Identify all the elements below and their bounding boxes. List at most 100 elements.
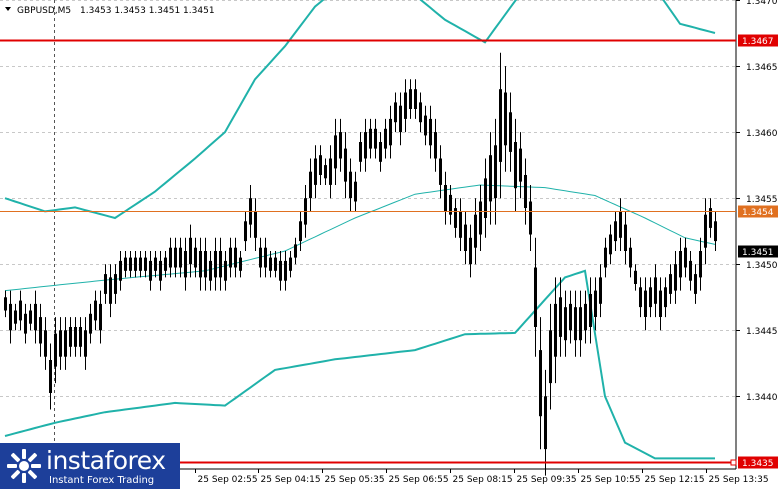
candle-body	[84, 330, 87, 357]
candle-body	[104, 274, 107, 294]
price-label-box	[738, 456, 778, 469]
candle-body	[314, 158, 317, 185]
candle-body	[64, 330, 67, 357]
price-tick-label: 1.3455	[746, 195, 778, 205]
candle-body	[14, 310, 17, 324]
candle-body	[499, 89, 502, 162]
candle-body	[119, 260, 122, 281]
candle-body	[649, 287, 652, 308]
moving-average-line	[4, 184, 716, 292]
candle-body	[699, 251, 702, 278]
candle-body	[504, 92, 507, 146]
candle-body	[449, 194, 452, 215]
candle-body	[189, 237, 192, 265]
candle-body	[634, 270, 637, 284]
bollinger-lower-band	[4, 269, 715, 460]
candle-body	[689, 260, 692, 281]
ohlc-label: 1.3453 1.3453 1.3451 1.3451	[80, 6, 215, 16]
candle-body	[19, 300, 22, 321]
candle-body	[319, 155, 322, 175]
candle-body	[234, 247, 237, 268]
candle-body	[599, 277, 602, 304]
price-tick-label: 1.3445	[746, 327, 778, 337]
candle-body	[374, 128, 377, 149]
candle-body	[524, 175, 527, 208]
price-tick-label: 1.3440	[746, 393, 778, 403]
symbol-label: GBPUSD,M5	[17, 6, 71, 16]
candle-body	[224, 260, 227, 281]
bollinger-upper-band	[4, 0, 716, 220]
time-tick-label: 25 Sep 08:15	[453, 475, 513, 485]
candle-body	[544, 396, 547, 450]
candle-body	[54, 333, 57, 367]
candle-body	[134, 257, 137, 271]
candle-body	[694, 274, 697, 294]
candle-body	[514, 142, 517, 189]
candle-body	[49, 360, 52, 393]
candle-body	[174, 247, 177, 268]
candle-body	[594, 290, 597, 317]
candle-body	[244, 221, 247, 242]
price-label-box	[738, 34, 778, 47]
candle-body	[549, 330, 552, 384]
candle-body	[564, 307, 567, 341]
candle-body	[324, 165, 327, 179]
candle-body	[489, 155, 492, 202]
level-anchor-handle[interactable]	[730, 459, 737, 466]
candle-body	[309, 171, 312, 199]
candle-body	[184, 251, 187, 278]
time-tick-label: 25 Sep 02:55	[198, 475, 258, 485]
time-tick-label: 25 Sep 04:15	[261, 475, 321, 485]
price-tick-label: 1.3465	[746, 63, 778, 73]
candle-body	[144, 257, 147, 271]
candle-body	[429, 118, 432, 146]
candle-body	[129, 257, 132, 271]
candle-body	[704, 214, 707, 248]
candle-body	[74, 327, 77, 347]
candle-body	[494, 145, 497, 199]
candle-body	[334, 135, 337, 169]
candle-body	[434, 132, 437, 159]
candle-body	[529, 201, 532, 235]
candle-body	[214, 251, 217, 278]
candle-body	[404, 92, 407, 119]
candle-body	[469, 237, 472, 265]
candle-body	[574, 307, 577, 341]
candle-body	[519, 148, 522, 182]
candle-body	[659, 290, 662, 317]
candle-body	[294, 244, 297, 258]
candle-body	[424, 115, 427, 136]
candle-body	[534, 267, 537, 327]
candle-body	[604, 247, 607, 268]
price-label-text: 1.3451	[742, 248, 774, 258]
candle-body	[259, 247, 262, 268]
bollinger-bands	[4, 0, 716, 460]
candle-body	[349, 171, 352, 199]
candle-body	[239, 257, 242, 271]
price-label-text: 1.3435	[742, 459, 774, 469]
candle-body	[79, 327, 82, 347]
price-tick-label: 1.3450	[746, 261, 778, 271]
candle-body	[714, 221, 717, 242]
price-tick-label: 1.3470	[746, 0, 778, 7]
candle-body	[139, 257, 142, 271]
time-tick-label: 25 Sep 12:15	[645, 475, 705, 485]
candle-body	[24, 313, 27, 334]
candle-body	[114, 274, 117, 294]
candle-body	[464, 224, 467, 251]
candle-body	[579, 307, 582, 341]
candle-body	[439, 158, 442, 185]
candle-body	[339, 132, 342, 159]
candle-body	[454, 208, 457, 228]
instaforex-logo: instaforex Instant Forex Trading	[0, 443, 180, 489]
collapse-triangle-icon[interactable]	[5, 7, 11, 11]
candle-body	[399, 105, 402, 133]
candle-body	[29, 310, 32, 324]
candle-body	[474, 214, 477, 248]
candle-body	[299, 221, 302, 242]
candle-body	[359, 142, 362, 162]
candle-body	[284, 260, 287, 281]
candle-body	[559, 297, 562, 337]
time-tick-label: 25 Sep 05:35	[325, 475, 385, 485]
